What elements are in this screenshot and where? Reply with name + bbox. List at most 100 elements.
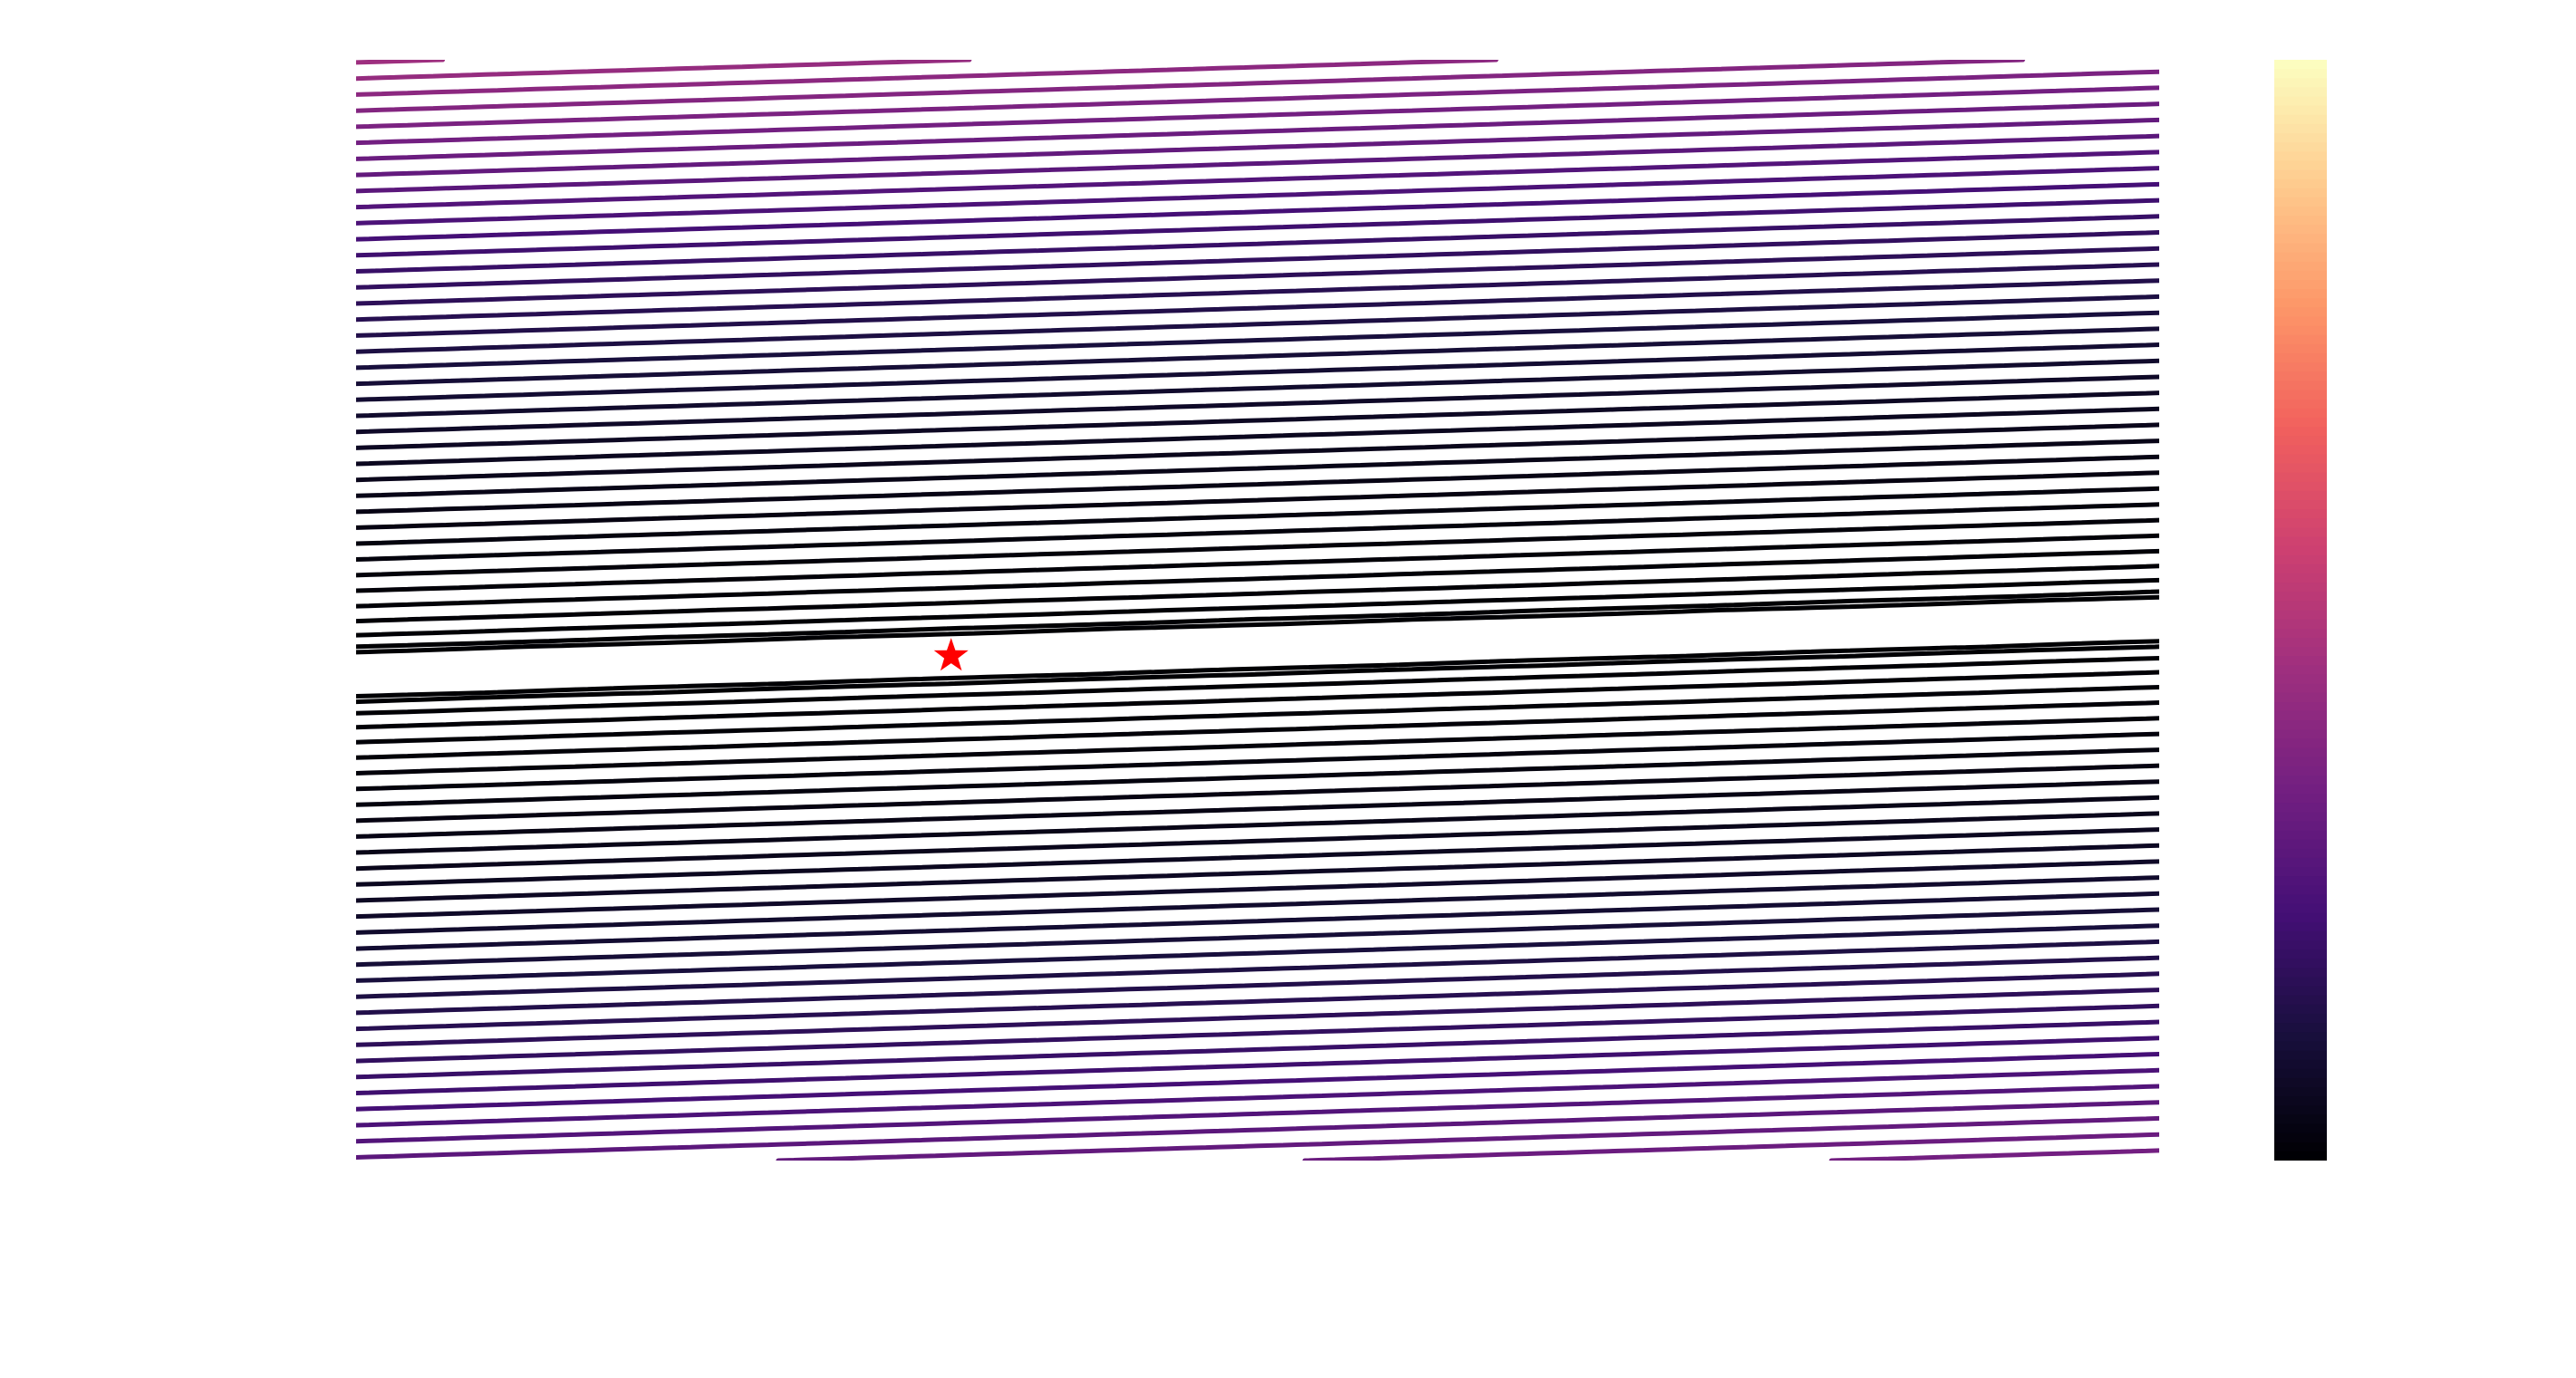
contour-level-34 (356, 85, 2159, 1161)
colorbar-segment (2274, 921, 2327, 932)
colorbar-segment (2274, 619, 2327, 630)
colorbar-segment (2274, 207, 2327, 217)
colorbar-segment (2274, 912, 2327, 923)
contour-level-32 (356, 117, 2159, 1161)
contour-level-29 (356, 166, 2159, 1128)
plot-area (356, 60, 2159, 1161)
colorbar-segment (2274, 592, 2327, 602)
contour-level-23 (356, 262, 2159, 1032)
colorbar-segment (2274, 839, 2327, 850)
colorbar-segment (2274, 78, 2327, 89)
colorbar-segment (2274, 390, 2327, 400)
contour-level-28 (356, 181, 2159, 1112)
colorbar-segment (2274, 794, 2327, 805)
colorbar-segment (2274, 949, 2327, 960)
colorbar-segment (2274, 729, 2327, 740)
colorbar-gradient (2274, 60, 2327, 1161)
contour-level-13 (356, 422, 2159, 872)
colorbar-segment (2274, 876, 2327, 887)
contour-level-27 (356, 198, 2159, 1095)
colorbar-segment (2274, 160, 2327, 171)
colorbar-segment (2274, 995, 2327, 1006)
colorbar-segment (2274, 114, 2327, 125)
colorbar-segment (2274, 96, 2327, 107)
colorbar-segment (2274, 169, 2327, 180)
colorbar-segment (2274, 554, 2327, 565)
colorbar-segment (2274, 417, 2327, 429)
colorbar-segment (2274, 701, 2327, 712)
contour-level-4 (356, 564, 2159, 730)
colorbar-segment (2274, 803, 2327, 814)
colorbar-segment (2274, 959, 2327, 969)
colorbar-segment (2274, 69, 2327, 80)
colorbar-segment (2274, 87, 2327, 98)
colorbar-segment (2274, 436, 2327, 447)
colorbar-segment (2274, 747, 2327, 758)
colorbar-segment (2274, 637, 2327, 649)
colorbar-segment (2274, 481, 2327, 492)
colorbar-segment (2274, 1032, 2327, 1043)
colorbar-segment (2274, 381, 2327, 391)
colorbar-segment (2274, 408, 2327, 419)
colorbar-segment (2274, 280, 2327, 291)
colorbar-segment (2274, 1087, 2327, 1098)
colorbar-segment (2274, 463, 2327, 474)
colorbar-segment (2274, 371, 2327, 382)
contour-level-26 (356, 214, 2159, 1080)
colorbar-segment (2274, 601, 2327, 612)
contour-level-24 (356, 246, 2159, 1047)
colorbar-segment (2274, 509, 2327, 520)
colorbar-segment (2274, 490, 2327, 502)
colorbar-segment (2274, 656, 2327, 667)
contour-level-37 (356, 60, 1499, 97)
colorbar-segment (2274, 252, 2327, 263)
colorbar-segment (2274, 821, 2327, 832)
colorbar-segment (2274, 756, 2327, 767)
colorbar-segment (2274, 1123, 2327, 1134)
colorbar-segment (2274, 665, 2327, 676)
colorbar-segment (2274, 527, 2327, 538)
colorbar-segment (2274, 427, 2327, 438)
colorbar-segment (2274, 445, 2327, 456)
colorbar-segment (2274, 1151, 2327, 1161)
colorbar (2274, 60, 2327, 1161)
colorbar-segment (2274, 325, 2327, 336)
contour-level-16 (356, 374, 2159, 920)
colorbar-segment (2274, 1014, 2327, 1025)
colorbar-segment (2274, 307, 2327, 318)
colorbar-segment (2274, 133, 2327, 144)
colorbar-segment (2274, 1142, 2327, 1152)
contour-level-1 (356, 594, 2159, 699)
colorbar-segment (2274, 903, 2327, 914)
contour-level-18 (356, 342, 2159, 951)
colorbar-segment (2274, 216, 2327, 226)
colorbar-segment (2274, 1132, 2327, 1143)
colorbar-segment (2274, 1059, 2327, 1070)
colorbar-segment (2274, 784, 2327, 795)
contour-level-22 (356, 278, 2159, 1016)
colorbar-segment (2274, 583, 2327, 593)
colorbar-segment (2274, 142, 2327, 153)
star-icon (933, 638, 969, 671)
colorbar-segment (2274, 334, 2327, 345)
contour-level-39 (356, 60, 446, 65)
contour-level-15 (356, 390, 2159, 903)
colorbar-segment (2274, 710, 2327, 722)
colorbar-segment (2274, 343, 2327, 355)
colorbar-segment (2274, 692, 2327, 703)
colorbar-segment (2274, 234, 2327, 245)
contour-level-33 (356, 101, 2159, 1161)
colorbar-segment (2274, 738, 2327, 749)
colorbar-segment (2274, 766, 2327, 776)
colorbar-segment (2274, 188, 2327, 198)
colorbar-segment (2274, 1023, 2327, 1034)
contour-level-20 (356, 310, 2159, 983)
contour-level-5 (356, 548, 2159, 745)
contour-level-12 (356, 438, 2159, 855)
colorbar-segment (2274, 536, 2327, 547)
colorbar-segment (2274, 1068, 2327, 1079)
contour-level-10 (356, 470, 2159, 824)
colorbar-segment (2274, 500, 2327, 511)
colorbar-segment (2274, 518, 2327, 529)
